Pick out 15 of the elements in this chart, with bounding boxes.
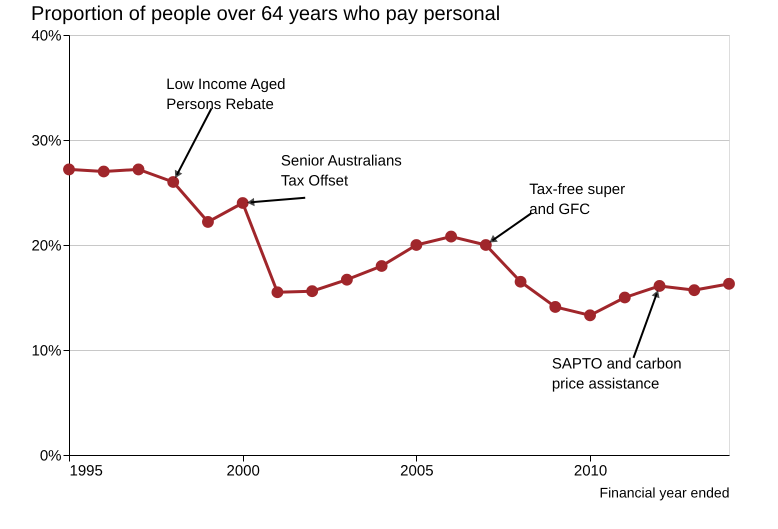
annotation: Low Income Aged Persons Rebate [166,76,286,113]
y-tick-label: 10% [31,342,62,360]
annotation: SAPTO and carbon price assistance [552,355,682,392]
chart-title: Proportion of people over 64 years who pay personal [30,3,500,25]
annotation: Tax-free super and GFC [529,181,626,218]
y-tick-label: 30% [31,132,62,150]
x-tick-label: 1995 [70,462,103,480]
x-axis-title: Financial year ended [600,484,730,500]
x-tick-label: 2000 [226,462,260,480]
y-tick-label: 0% [40,448,62,464]
annotation: Senior Australians Tax Offset [280,152,402,190]
y-tick-label: 20% [31,238,62,254]
x-tick-label: 2005 [400,462,434,480]
y-tick-label: 40% [31,28,62,44]
x-tick-label: 2010 [574,462,608,480]
